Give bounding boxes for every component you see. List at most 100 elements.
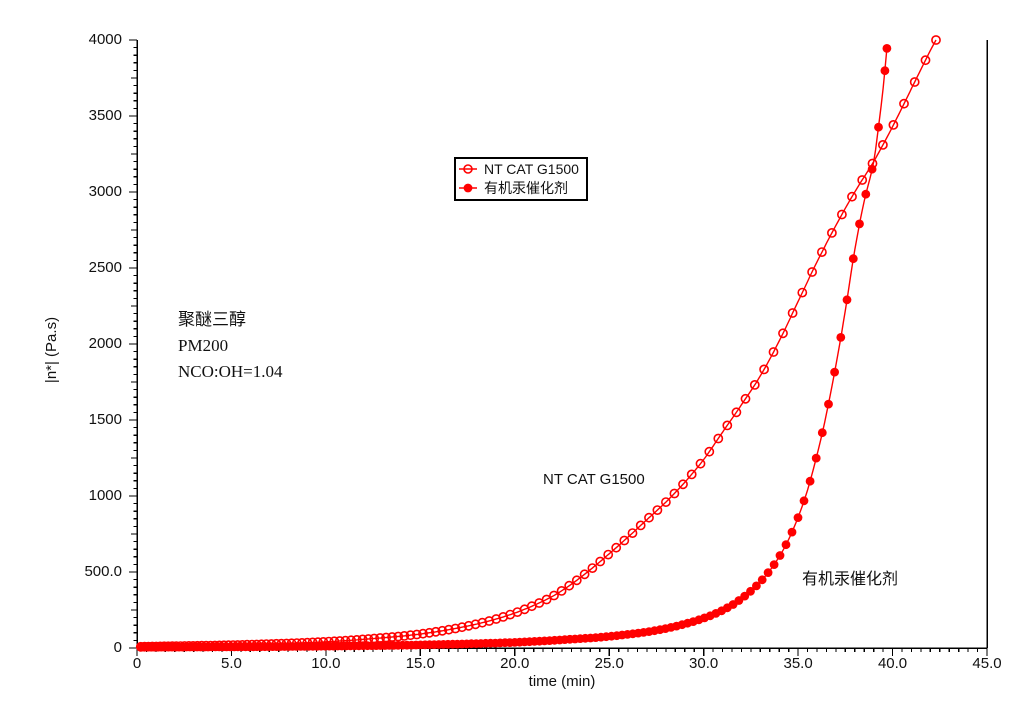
data-point-marker <box>787 308 798 318</box>
data-point-marker <box>437 625 448 636</box>
data-point-marker <box>393 631 404 642</box>
data-point-marker <box>807 267 817 277</box>
data-point-marker <box>817 428 827 438</box>
data-point-marker <box>811 453 821 463</box>
data-point-marker <box>627 528 638 538</box>
data-point-marker <box>775 551 785 560</box>
x-tick-label: 20.0 <box>500 655 530 672</box>
data-point-marker <box>405 630 416 641</box>
data-point-marker <box>669 488 680 499</box>
data-point-marker <box>424 627 435 638</box>
data-point-marker <box>793 513 803 522</box>
legend-label-organic-mercury: 有机汞催化剂 <box>484 180 568 196</box>
data-point-marker <box>470 619 481 630</box>
data-point-marker <box>678 479 688 490</box>
sample-annotation: 聚醚三醇 PM200 NCO:OH=1.04 <box>178 307 283 385</box>
data-point-marker <box>763 568 773 577</box>
data-point-marker <box>644 512 654 523</box>
data-point-marker <box>857 175 868 185</box>
data-point-marker <box>450 623 461 634</box>
data-point-marker <box>827 227 837 238</box>
y-tick-label: 3000 <box>88 183 122 200</box>
annotation-line-2: PM200 <box>178 336 229 355</box>
y-axis-title: |n*| (Pa.s) <box>43 316 60 384</box>
data-point-marker <box>549 590 559 601</box>
data-point-marker <box>457 622 467 633</box>
data-point-marker <box>920 55 931 66</box>
data-point-marker <box>722 420 733 431</box>
data-point-marker <box>842 295 852 305</box>
data-point-marker <box>888 120 899 130</box>
legend-item-nt-cat-g1500: NT CAT G1500 <box>458 160 584 178</box>
data-point-marker <box>837 209 847 220</box>
data-point-marker <box>759 364 769 375</box>
data-point-marker <box>874 122 883 132</box>
data-point-marker <box>611 542 622 553</box>
data-point-marker <box>418 628 428 639</box>
data-point-marker <box>855 219 864 229</box>
data-point-marker <box>805 476 815 486</box>
legend: NT CAT G1500 有机汞催化剂 <box>454 157 588 201</box>
data-point-marker <box>686 469 697 480</box>
x-tick-label: 15.0 <box>405 655 435 672</box>
open-circle-marker-icon <box>459 164 477 174</box>
data-point-marker <box>878 139 888 150</box>
data-point-marker <box>848 254 858 264</box>
data-point-marker <box>477 617 488 628</box>
data-point-marker <box>861 189 871 199</box>
data-point-marker <box>704 446 715 457</box>
data-point-marker <box>740 393 751 404</box>
data-point-marker <box>713 433 724 444</box>
data-point-marker <box>443 624 454 635</box>
x-tick-label: 35.0 <box>783 655 813 672</box>
data-point-marker <box>731 407 742 418</box>
x-tick-label: 0 <box>132 655 142 672</box>
data-point-marker <box>740 591 750 601</box>
data-point-marker <box>603 549 614 560</box>
x-tick-label: 5.0 <box>221 655 242 672</box>
data-point-marker <box>746 586 755 596</box>
annotation-line-1: 聚醚三醇 <box>178 310 246 329</box>
y-tick-label: 4000 <box>88 31 122 48</box>
y-tick-label: 500.0 <box>84 563 122 580</box>
data-point-marker <box>817 247 827 257</box>
data-point-marker <box>824 399 833 409</box>
data-point-marker <box>847 191 857 202</box>
y-tick-label: 1000 <box>88 487 122 504</box>
data-point-marker <box>652 505 663 515</box>
data-point-marker <box>799 496 809 506</box>
data-point-marker <box>899 98 909 109</box>
data-point-marker <box>556 586 567 596</box>
data-point-marker <box>587 563 598 573</box>
data-point-marker <box>781 540 791 550</box>
data-point-marker <box>430 626 441 637</box>
data-point-marker <box>830 367 839 377</box>
curve-label-nt-cat-g1500: NT CAT G1500 <box>543 471 645 488</box>
data-point-marker <box>661 497 671 507</box>
legend-item-organic-mercury: 有机汞催化剂 <box>458 178 584 198</box>
axis-ticks <box>129 39 988 656</box>
data-point-marker <box>757 575 767 585</box>
data-point-marker <box>571 575 582 586</box>
data-point-marker <box>768 347 779 357</box>
x-tick-label: 10.0 <box>311 655 341 672</box>
data-point-marker <box>752 581 761 591</box>
y-tick-label: 0 <box>113 639 122 656</box>
data-point-marker <box>797 287 808 298</box>
legend-label-nt-cat-g1500: NT CAT G1500 <box>484 161 579 177</box>
data-point-marker <box>778 328 788 339</box>
curve-label-organic-mercury: 有机汞催化剂 <box>802 571 899 588</box>
data-point-marker <box>595 556 606 567</box>
data-point-marker <box>541 594 552 605</box>
data-point-marker <box>882 44 892 53</box>
y-tick-label: 1500 <box>88 411 122 428</box>
x-tick-label: 25.0 <box>594 655 624 672</box>
data-point-marker <box>564 580 575 591</box>
data-point-marker <box>399 631 410 641</box>
data-point-marker <box>836 333 846 342</box>
y-tick-label: 3500 <box>88 107 122 124</box>
series-organic-mercury-catalyst <box>136 44 892 652</box>
x-axis-title: time (min) <box>528 673 596 690</box>
data-point-marker <box>769 560 779 569</box>
